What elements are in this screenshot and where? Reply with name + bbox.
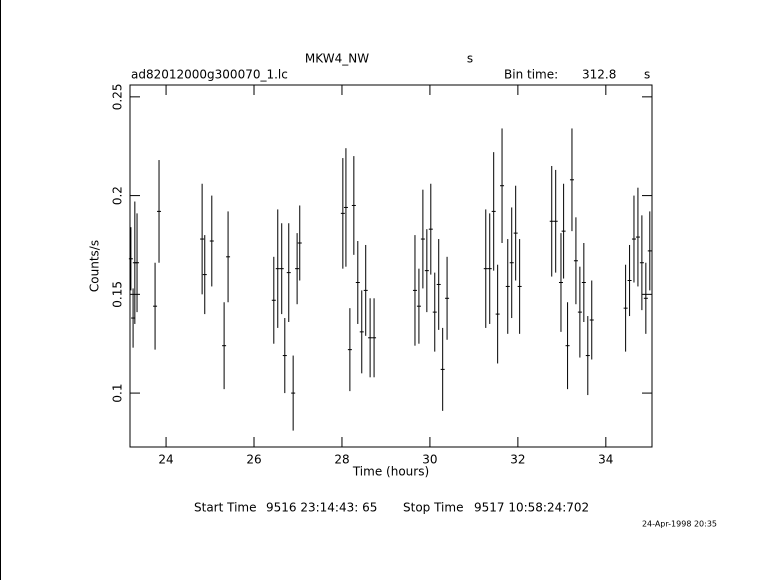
bin-time-label: Bin time: bbox=[504, 68, 558, 82]
y-axis-label: Counts/s bbox=[88, 240, 102, 292]
start-time: 9516 23:14:43: 65 bbox=[266, 501, 377, 515]
y-tick-label: 0.15 bbox=[111, 281, 125, 308]
y-tick-label: 0.2 bbox=[111, 186, 125, 205]
bin-time: 312.8 bbox=[582, 68, 616, 82]
x-tick-label: 32 bbox=[510, 453, 525, 467]
x-tick-label: 24 bbox=[158, 453, 173, 467]
timestamp: 24-Apr-1998 20:35 bbox=[642, 520, 717, 529]
file-name: ad82012000g300070_1.lc bbox=[131, 68, 288, 82]
start-label: Start Time bbox=[194, 501, 257, 515]
x-tick-label: 26 bbox=[246, 453, 261, 467]
y-tick-label: 0.1 bbox=[111, 384, 125, 403]
stop-label: Stop Time bbox=[403, 501, 463, 515]
plot-frame bbox=[129, 84, 653, 448]
bin-time-unit: s bbox=[644, 68, 650, 82]
x-axis-label: Time (hours) bbox=[352, 465, 429, 479]
x-tick-label: 34 bbox=[598, 453, 613, 467]
title-unit: s bbox=[467, 52, 473, 66]
stop-time: 9517 10:58:24:702 bbox=[474, 501, 589, 515]
y-tick-label: 0.25 bbox=[111, 83, 125, 110]
x-tick-label: 28 bbox=[334, 453, 349, 467]
x-tick-label: 30 bbox=[422, 453, 437, 467]
chart-title: MKW4_NW bbox=[305, 52, 369, 66]
